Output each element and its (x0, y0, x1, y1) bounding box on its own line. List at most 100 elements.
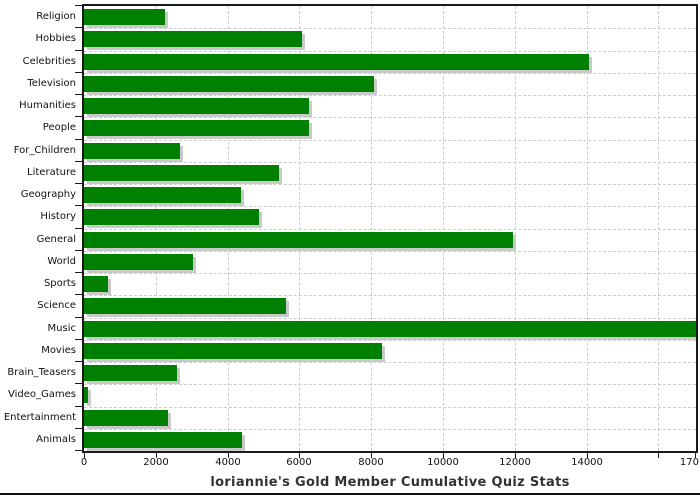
y-axis-tick (75, 428, 83, 429)
y-axis-tick (75, 250, 83, 251)
y-label-for-children: For_Children (13, 145, 76, 156)
y-axis-tick (75, 272, 83, 273)
y-label-hobbies: Hobbies (35, 33, 76, 44)
bar-video-games (84, 387, 88, 403)
y-label-entertainment: Entertainment (3, 412, 76, 423)
y-label-humanities: Humanities (19, 100, 76, 111)
y-axis-tick (75, 50, 83, 51)
y-label-music: Music (47, 323, 76, 334)
y-axis-tick (75, 205, 83, 206)
y-label-literature: Literature (27, 167, 76, 178)
bottom-rule (0, 493, 700, 495)
chart-title: loriannie's Gold Member Cumulative Quiz … (210, 475, 570, 490)
horizontal-gridline (84, 295, 696, 296)
x-axis-end-label: 170 (679, 457, 699, 468)
horizontal-gridline (84, 206, 696, 207)
horizontal-gridline (84, 362, 696, 363)
horizontal-gridline (84, 318, 696, 319)
y-axis-tick (75, 361, 83, 362)
y-axis-tick (75, 406, 83, 407)
plot-area (84, 6, 696, 451)
bar-movies (84, 343, 382, 359)
bar-science (84, 298, 286, 314)
y-label-world: World (47, 256, 76, 267)
y-label-video-games: Video_Games (8, 389, 76, 400)
bar-animals (84, 432, 242, 448)
x-tick-label-8000: 8000 (358, 457, 384, 468)
y-axis-tick (75, 183, 83, 184)
y-axis-tick (75, 5, 83, 6)
x-axis-tick-6000 (299, 453, 300, 458)
y-label-science: Science (37, 300, 76, 311)
horizontal-gridline (84, 384, 696, 385)
bar-for-children (84, 143, 180, 159)
y-axis-tick (75, 27, 83, 28)
x-axis-tick-end (695, 453, 696, 458)
x-tick-label-12000: 12000 (499, 457, 531, 468)
y-label-movies: Movies (41, 345, 76, 356)
y-label-people: People (42, 122, 76, 133)
horizontal-gridline (84, 28, 696, 29)
bar-music (84, 321, 696, 337)
horizontal-gridline (84, 162, 696, 163)
horizontal-gridline (84, 273, 696, 274)
bar-people (84, 120, 309, 136)
bar-brain-teasers (84, 365, 177, 381)
vertical-gridline-14000 (586, 6, 588, 451)
y-label-television: Television (27, 78, 76, 89)
horizontal-gridline (84, 140, 696, 141)
x-tick-label-6000: 6000 (286, 457, 312, 468)
y-label-religion: Religion (36, 11, 76, 22)
horizontal-gridline (84, 429, 696, 430)
x-axis-tick-14000 (587, 453, 588, 458)
bar-world (84, 254, 193, 270)
horizontal-gridline (84, 251, 696, 252)
vertical-gridline-4000 (227, 6, 229, 451)
horizontal-gridline (84, 340, 696, 341)
bar-geography (84, 187, 241, 203)
x-axis-tick-16000 (658, 453, 659, 458)
y-label-animals: Animals (36, 434, 76, 445)
y-label-sports: Sports (43, 278, 76, 289)
y-axis-tick (75, 339, 83, 340)
horizontal-gridline (84, 95, 696, 96)
x-axis-tick-2000 (156, 453, 157, 458)
bar-sports (84, 276, 108, 292)
y-label-brain-teasers: Brain_Teasers (7, 367, 76, 378)
bar-religion (84, 9, 165, 25)
bar-general (84, 232, 513, 248)
bar-hobbies (84, 31, 302, 47)
vertical-gridline-8000 (371, 6, 373, 451)
y-axis-tick (75, 94, 83, 95)
y-axis-tick (75, 139, 83, 140)
vertical-gridline-10000 (442, 6, 444, 451)
horizontal-gridline (84, 51, 696, 52)
vertical-gridline-2000 (155, 6, 157, 451)
x-tick-label-0: 0 (80, 457, 88, 468)
x-tick-label-14000: 14000 (571, 457, 603, 468)
vertical-gridline-16000 (658, 6, 660, 451)
x-axis-tick-8000 (371, 453, 372, 458)
x-axis-tick-4000 (228, 453, 229, 458)
y-axis-tick (75, 317, 83, 318)
bar-television (84, 76, 374, 92)
x-tick-label-4000: 4000 (215, 457, 241, 468)
vertical-gridline-12000 (514, 6, 516, 451)
vertical-gridline-6000 (299, 6, 301, 451)
x-axis-tick-12000 (515, 453, 516, 458)
y-axis-tick (75, 228, 83, 229)
y-label-celebrities: Celebrities (22, 56, 76, 67)
x-axis-tick-10000 (443, 453, 444, 458)
horizontal-gridline (84, 73, 696, 74)
y-axis-tick (75, 294, 83, 295)
horizontal-gridline (84, 407, 696, 408)
y-label-history: History (40, 211, 76, 222)
y-label-geography: Geography (20, 189, 76, 200)
bar-entertainment (84, 410, 168, 426)
bar-humanities (84, 98, 309, 114)
y-label-general: General (36, 234, 76, 245)
x-tick-label-10000: 10000 (427, 457, 459, 468)
y-axis-tick (75, 450, 83, 451)
horizontal-gridline (84, 184, 696, 185)
